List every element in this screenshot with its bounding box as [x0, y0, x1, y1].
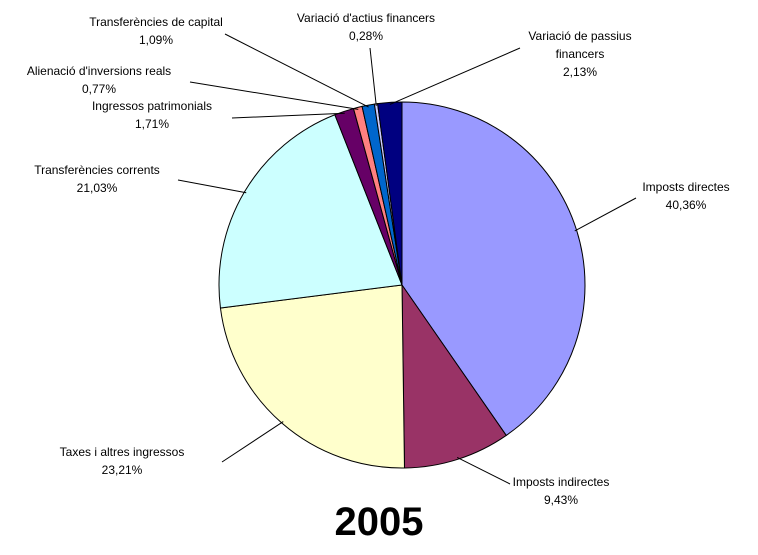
- slice-label: Ingressos patrimonials: [91, 99, 213, 113]
- slice-label: Taxes i altres ingressos: [59, 445, 185, 459]
- leader-line: [231, 112, 345, 119]
- slice-value-label: 0,77%: [81, 82, 117, 96]
- slice-value-label: 21,03%: [76, 181, 118, 195]
- leader-line: [189, 81, 359, 110]
- slice-value-label: 0,28%: [348, 29, 384, 43]
- pie-slice: [219, 284, 405, 469]
- slice-value-label: 40,36%: [665, 198, 707, 212]
- chart-title: 2005: [334, 500, 424, 544]
- pie-slice: [401, 283, 507, 469]
- slice-label: Variació de passius financers: [528, 29, 632, 61]
- slice-label: Variació d'actius financers: [296, 11, 436, 25]
- slice-label: Transferències de capital: [89, 15, 223, 29]
- slice-value-label: 9,43%: [543, 493, 579, 507]
- leader-line: [177, 179, 247, 194]
- slice-value-label: 1,09%: [138, 33, 174, 47]
- slice-label: Alienació d'inversions reals: [26, 64, 172, 78]
- leader-line: [456, 456, 511, 485]
- slice-value-label: 1,71%: [134, 117, 170, 131]
- leader-line: [224, 33, 369, 108]
- slice-label: Imposts indirectes: [512, 475, 610, 489]
- leader-line: [369, 47, 377, 106]
- pie-slice: [218, 114, 403, 309]
- slice-value-label: 23,21%: [101, 463, 143, 477]
- slice-value-label: 2,13%: [562, 65, 598, 79]
- slice-label: Imposts directes: [642, 180, 730, 194]
- leader-line: [221, 421, 284, 463]
- leader-line: [574, 197, 637, 232]
- pie-slice: [377, 101, 403, 286]
- leader-line: [389, 47, 521, 105]
- slice-label: Transferències corrents: [34, 163, 160, 177]
